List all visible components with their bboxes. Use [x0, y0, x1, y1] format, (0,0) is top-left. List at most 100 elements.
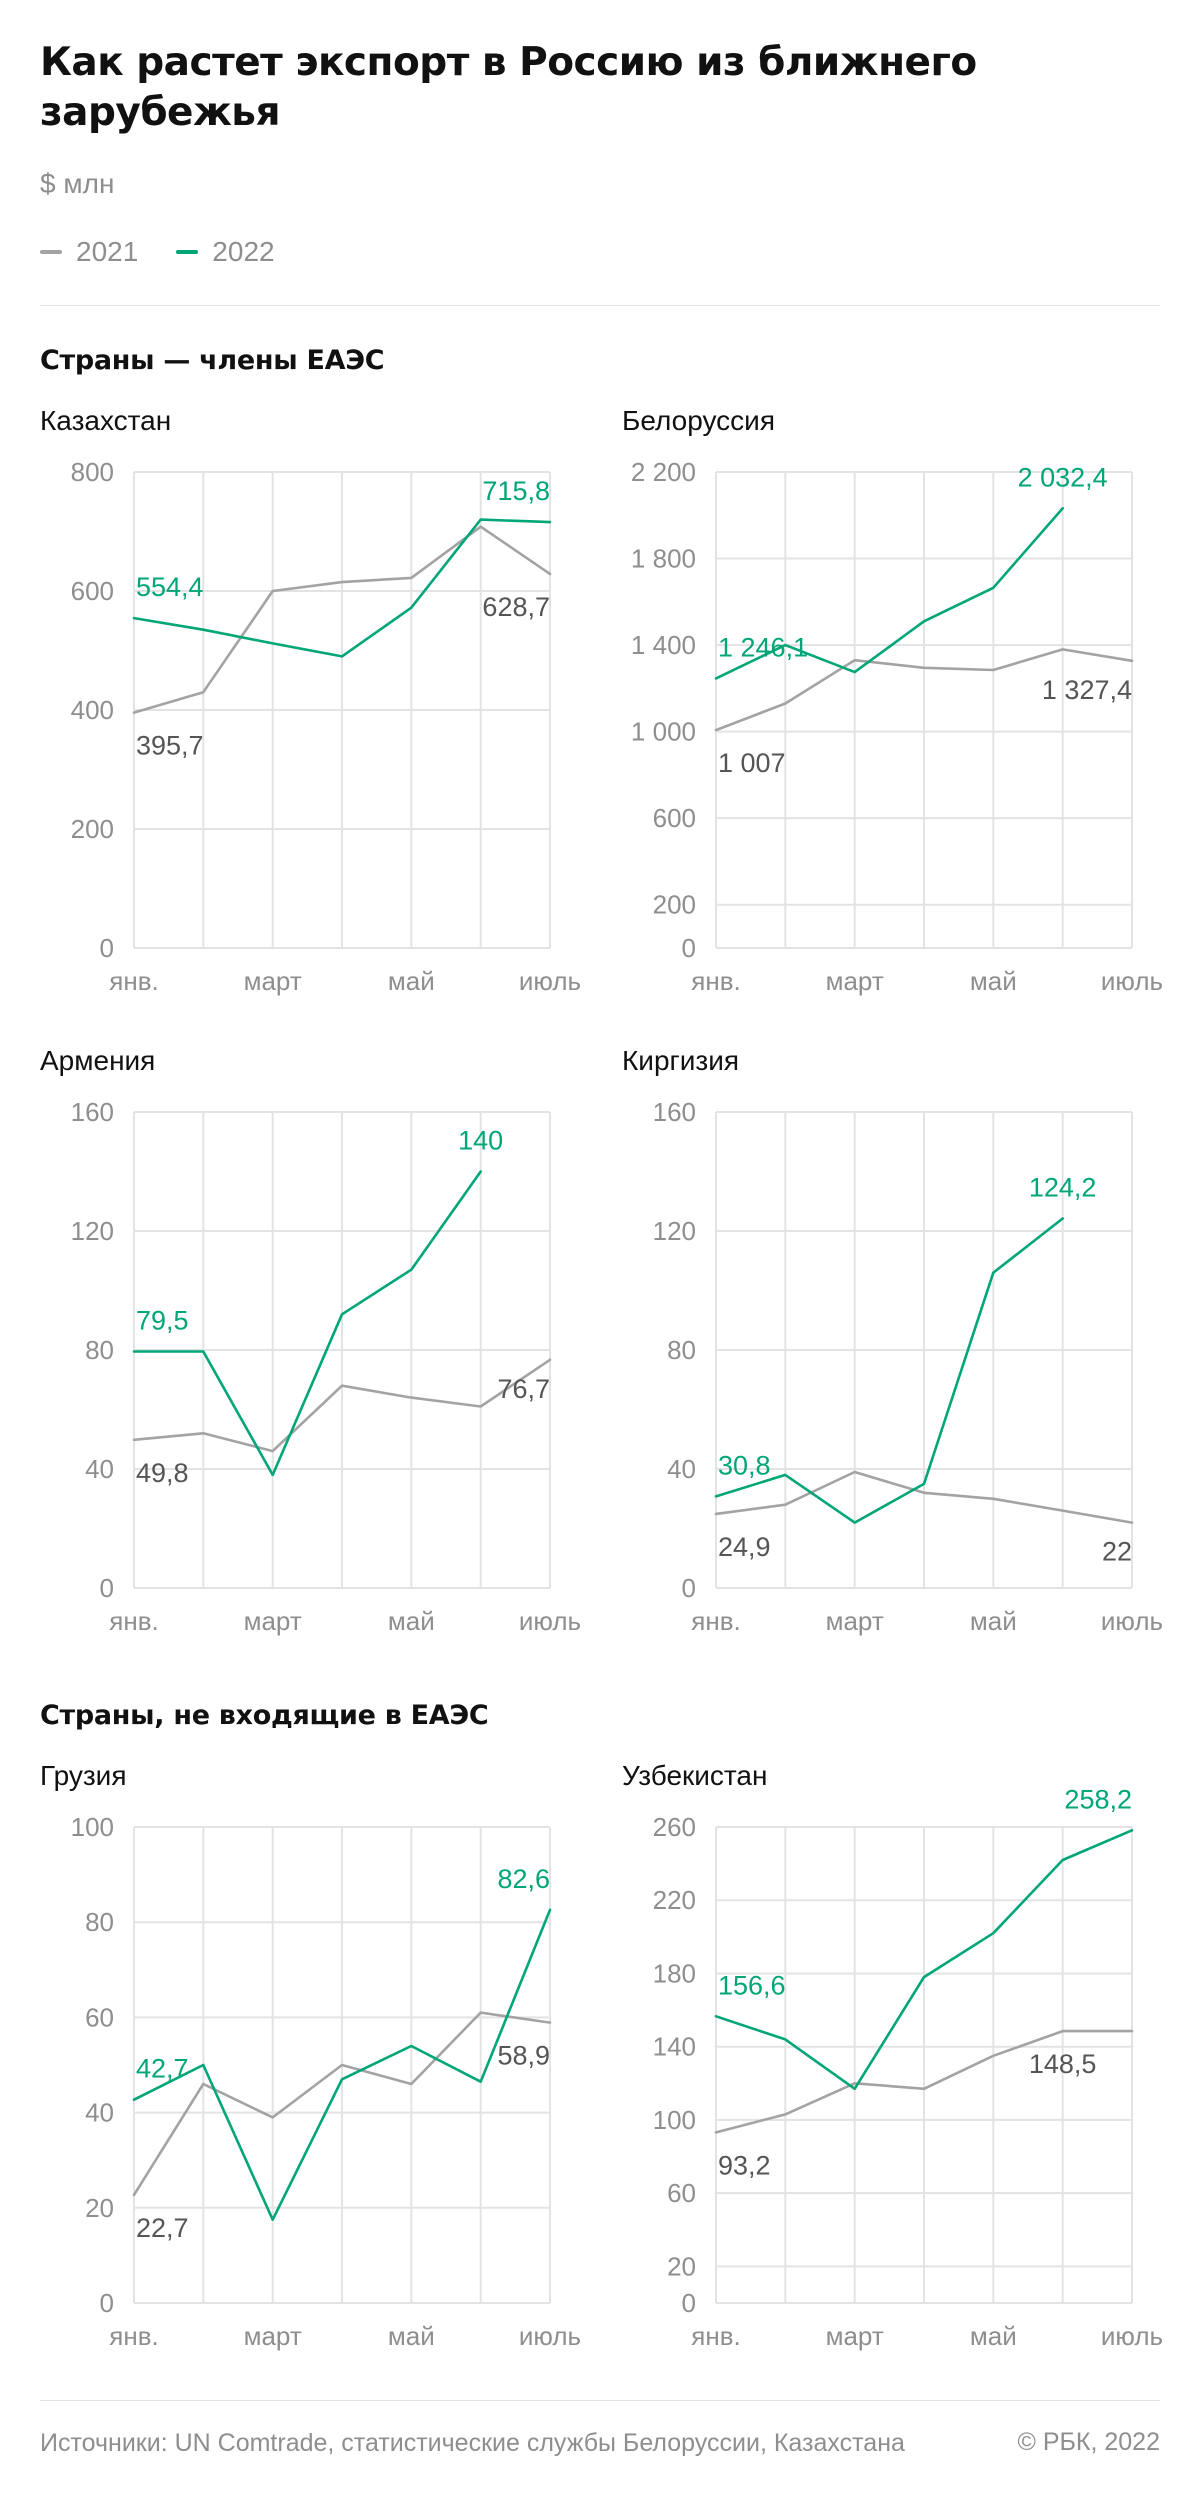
y-tick-label: 600: [653, 803, 696, 833]
y-tick-label: 100: [71, 1812, 114, 1842]
y-tick-label: 220: [653, 1885, 696, 1915]
chart-title-kyrgyzstan: Киргизия: [622, 1045, 740, 1076]
data-label: 79,5: [136, 1305, 189, 1335]
y-tick-label: 1 400: [631, 630, 696, 660]
x-tick-label: май: [388, 966, 435, 996]
y-tick-label: 20: [85, 2193, 114, 2223]
y-tick-label: 200: [653, 890, 696, 920]
y-tick-label: 0: [100, 933, 114, 963]
x-tick-label: май: [970, 1606, 1017, 1636]
data-label: 258,2: [1064, 1784, 1132, 1814]
data-label: 148,5: [1029, 2049, 1097, 2079]
x-tick-label: май: [970, 2321, 1017, 2351]
x-tick-label: март: [826, 966, 884, 996]
y-tick-label: 80: [85, 1907, 114, 1937]
sources-note: Источники: UN Comtrade, статистические с…: [40, 2429, 905, 2457]
y-tick-label: 20: [667, 2251, 696, 2281]
chart-title-georgia: Грузия: [40, 1760, 127, 1791]
y-tick-label: 0: [682, 1573, 696, 1603]
y-tick-label: 160: [653, 1097, 696, 1127]
y-tick-label: 1 800: [631, 544, 696, 574]
x-tick-label: март: [244, 966, 302, 996]
chart-title-armenia: Армения: [40, 1045, 156, 1076]
y-tick-label: 120: [653, 1216, 696, 1246]
x-tick-label: июль: [1101, 2321, 1163, 2351]
section-title-eaeu: Страны — члены ЕАЭС: [40, 345, 385, 376]
data-label: 24,9: [718, 1532, 771, 1562]
y-tick-label: 0: [100, 1573, 114, 1603]
y-tick-label: 600: [71, 576, 114, 606]
legend-item-2022: 2022: [176, 236, 275, 268]
data-label: 30,8: [718, 1450, 771, 1480]
x-tick-label: янв.: [691, 966, 740, 996]
x-tick-label: янв.: [691, 2321, 740, 2351]
y-tick-label: 60: [85, 2002, 114, 2032]
y-tick-label: 160: [71, 1097, 114, 1127]
data-label: 140: [458, 1126, 503, 1156]
x-tick-label: июль: [519, 966, 581, 996]
chart-title-kazakhstan: Казахстан: [40, 405, 172, 436]
y-tick-label: 40: [85, 1454, 114, 1484]
chart-title-belarus: Белоруссия: [622, 405, 775, 436]
y-tick-label: 400: [71, 695, 114, 725]
data-label: 82,6: [497, 1864, 550, 1894]
series-line-2022: [132, 518, 552, 658]
x-tick-label: июль: [1101, 966, 1163, 996]
y-tick-label: 0: [682, 933, 696, 963]
data-label: 395,7: [136, 731, 204, 761]
legend-swatch-2022: [176, 250, 199, 254]
legend-swatch-2021: [40, 250, 62, 254]
x-tick-label: июль: [519, 1606, 581, 1636]
x-tick-label: янв.: [109, 2321, 158, 2351]
y-tick-label: 60: [667, 2178, 696, 2208]
data-label: 2 032,4: [1018, 462, 1108, 492]
series-line-2021: [714, 2029, 1134, 2134]
series-line-2022: [714, 506, 1065, 680]
y-tick-label: 1 000: [631, 717, 696, 747]
x-tick-label: май: [970, 966, 1017, 996]
data-label: 93,2: [718, 2150, 771, 2180]
y-tick-label: 180: [653, 1958, 696, 1988]
legend: 2021 2022: [40, 236, 313, 268]
series-line-2022: [714, 1217, 1065, 1524]
x-tick-label: март: [826, 2321, 884, 2351]
footer-divider: [40, 2400, 1160, 2401]
series-line-2021: [132, 2011, 552, 2197]
data-label: 1 246,1: [718, 632, 808, 662]
chart-title-uzbekistan: Узбекистан: [622, 1760, 768, 1791]
data-label: 22,7: [136, 2213, 189, 2243]
x-tick-label: янв.: [691, 1606, 740, 1636]
data-label: 1 327,4: [1042, 675, 1132, 705]
data-label: 628,7: [482, 592, 550, 622]
y-tick-label: 100: [653, 2105, 696, 2135]
x-tick-label: янв.: [109, 1606, 158, 1636]
data-label: 76,7: [497, 1374, 550, 1404]
chart-kyrgyzstan: 0 40 80 120 160 янв. март май июль 30,8 124,2 24,9 2…: [653, 1097, 1163, 1636]
series-line-2021: [714, 648, 1134, 732]
chart-belarus: 0 200 600 1 000 1 400 1 800 2 200 янв. март май ию…: [631, 457, 1163, 996]
x-tick-label: янв.: [109, 966, 158, 996]
x-tick-label: май: [388, 2321, 435, 2351]
series-line-2022: [132, 1908, 552, 2222]
data-label: 58,9: [497, 2041, 550, 2071]
page-title: Как растет экспорт в Россию из ближнего …: [40, 40, 977, 135]
series-line-2021: [714, 1470, 1134, 1524]
x-tick-label: июль: [1101, 1606, 1163, 1636]
legend-label-2022: 2022: [212, 236, 275, 267]
section-title-non-eaeu: Страны, не входящие в ЕАЭС: [40, 1700, 489, 1731]
data-label: 554,4: [136, 572, 204, 602]
y-tick-label: 40: [667, 1454, 696, 1484]
y-tick-label: 120: [71, 1216, 114, 1246]
y-tick-label: 0: [682, 2288, 696, 2318]
series-line-2022: [714, 1829, 1134, 2091]
copyright: © РБК, 2022: [1017, 2428, 1160, 2456]
x-tick-label: март: [244, 1606, 302, 1636]
data-label: 1 007: [718, 748, 786, 778]
data-label: 22: [1102, 1537, 1132, 1567]
y-tick-label: 80: [667, 1335, 696, 1365]
data-label: 49,8: [136, 1458, 189, 1488]
legend-label-2021: 2021: [76, 236, 139, 267]
legend-item-2021: 2021: [40, 236, 138, 268]
series-line-2021: [132, 525, 552, 714]
y-tick-label: 200: [71, 814, 114, 844]
